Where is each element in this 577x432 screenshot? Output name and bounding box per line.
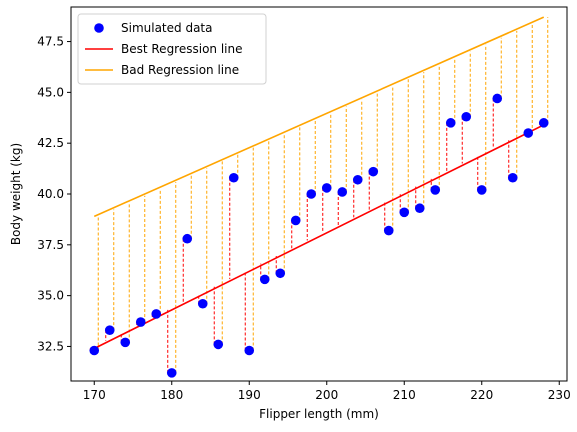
y-tick-label: 47.5 xyxy=(37,35,64,49)
x-tick-label: 170 xyxy=(83,388,106,402)
data-point xyxy=(461,111,472,122)
bad-regression-line xyxy=(93,16,545,218)
x-tick-label: 190 xyxy=(238,388,261,402)
data-point xyxy=(166,368,177,378)
legend-label: Bad Regression line xyxy=(121,63,239,77)
data-point xyxy=(383,225,394,236)
x-tick-label: 230 xyxy=(548,388,571,402)
x-tick-label: 180 xyxy=(160,388,183,402)
data-point xyxy=(135,317,146,327)
data-point xyxy=(120,337,131,348)
regression-lines xyxy=(93,16,545,350)
x-axis-ticks: 170 180 190 200 210 220 230 xyxy=(83,381,571,402)
legend-marker-simulated-data xyxy=(94,23,104,33)
x-tick-label: 210 xyxy=(393,388,416,402)
x-tick-label: 220 xyxy=(470,388,493,402)
data-point xyxy=(197,298,208,309)
data-point xyxy=(414,203,425,214)
data-point xyxy=(523,128,534,138)
data-point xyxy=(290,215,301,226)
data-point xyxy=(492,93,503,104)
data-point xyxy=(538,118,549,128)
data-point xyxy=(244,345,255,356)
bad-residual-lines xyxy=(97,17,549,373)
x-tick-label: 200 xyxy=(315,388,338,402)
legend-label: Simulated data xyxy=(121,21,212,35)
data-point xyxy=(306,189,317,199)
x-axis-label: Flipper length (mm) xyxy=(259,407,379,421)
y-tick-label: 42.5 xyxy=(37,136,64,150)
y-tick-label: 37.5 xyxy=(37,238,64,252)
data-point xyxy=(445,118,456,128)
data-point xyxy=(228,172,239,183)
data-point xyxy=(507,172,518,183)
data-point xyxy=(104,325,115,335)
data-point xyxy=(476,185,487,195)
y-tick-label: 45.0 xyxy=(37,85,64,99)
y-tick-label: 35.0 xyxy=(37,289,64,303)
data-points xyxy=(89,93,549,378)
data-point xyxy=(182,233,193,244)
data-point xyxy=(399,207,410,218)
data-point xyxy=(430,185,441,195)
data-point xyxy=(259,274,270,285)
y-axis-label: Body weight (kg) xyxy=(9,143,23,245)
y-tick-label: 40.0 xyxy=(37,187,64,201)
legend: Simulated data Best Regression line Bad Re… xyxy=(77,13,267,85)
data-point xyxy=(213,339,224,350)
data-point xyxy=(321,183,332,193)
data-point xyxy=(368,166,379,177)
data-point xyxy=(352,174,363,185)
legend-box xyxy=(77,13,267,85)
y-tick-label: 32.5 xyxy=(37,339,64,353)
legend-label: Best Regression line xyxy=(121,42,243,56)
best-residual-lines xyxy=(89,98,541,373)
y-axis-ticks: 32.5 35.0 37.5 40.0 42.5 45.0 47.5 xyxy=(37,35,71,353)
best-regression-line xyxy=(93,124,545,350)
data-point xyxy=(151,309,162,319)
data-point xyxy=(337,187,348,197)
data-point xyxy=(89,345,100,356)
data-point xyxy=(275,268,286,279)
